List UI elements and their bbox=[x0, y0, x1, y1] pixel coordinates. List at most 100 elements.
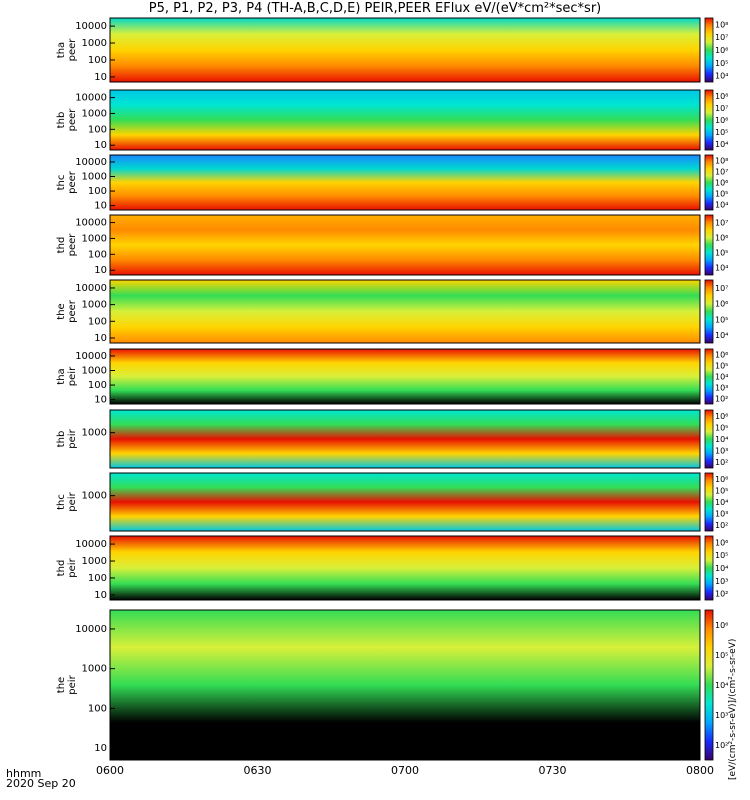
y-tick-label: 10000 bbox=[75, 539, 107, 550]
colorbar-tick-label: 10³ bbox=[715, 711, 728, 720]
colorbar-tick-label: 10⁵ bbox=[715, 249, 728, 258]
colorbar-tick-label: 10⁶ bbox=[715, 538, 728, 547]
colorbar-tick-label: 10² bbox=[715, 458, 728, 467]
y-tick-label: 100 bbox=[88, 124, 107, 135]
colorbar bbox=[704, 609, 714, 761]
colorbar-tick-label: 10⁴ bbox=[715, 498, 728, 507]
colorbar-tick-label: 10⁶ bbox=[715, 351, 728, 360]
heatmap-area bbox=[110, 215, 700, 275]
spectrogram-panel-the-peir: 10 100 1000 10000 the peir 10² 10³ 10⁴ 10⁵ 10⁶ bbox=[56, 609, 728, 761]
colorbar-tick-label: 10⁶ bbox=[715, 475, 728, 484]
y-tick-label: 10000 bbox=[75, 21, 107, 32]
y-tick-label: 1000 bbox=[82, 108, 107, 119]
y-axis-label-probe: thb bbox=[56, 431, 67, 448]
colorbar-tick-label: 10⁶ bbox=[715, 46, 728, 55]
spectrogram-panel-tha-peer: 10 100 1000 10000 tha peer 10⁴ 10⁵ 10⁶ 10⁷ 10⁸ bbox=[56, 17, 728, 83]
y-axis-label-product: peer bbox=[67, 299, 78, 323]
y-axis-label-probe: the bbox=[56, 303, 67, 319]
y-tick-label: 10000 bbox=[75, 157, 107, 168]
colorbar-tick-label: 10³ bbox=[715, 447, 728, 456]
y-axis-label-product: peer bbox=[67, 170, 78, 194]
spectrogram-panel-thd-peer: 10 100 1000 10000 thd peer 10⁴ 10⁵ 10⁶ 10⁷ bbox=[56, 214, 728, 276]
y-tick-label: 100 bbox=[88, 573, 107, 584]
x-axis-unit-label: hhmm bbox=[6, 767, 42, 780]
y-axis-label-probe: the bbox=[56, 677, 67, 693]
y-tick-label: 100 bbox=[88, 249, 107, 260]
y-tick-label: 1000 bbox=[82, 366, 107, 377]
colorbar-tick-label: 10⁵ bbox=[715, 486, 728, 495]
y-tick-label: 10000 bbox=[75, 624, 107, 635]
colorbar bbox=[704, 154, 714, 211]
y-tick-label: 1000 bbox=[82, 38, 107, 49]
y-tick-label: 10000 bbox=[75, 351, 107, 362]
spectrogram-panel-thb-peir: 1000 thb peir 10² 10³ 10⁴ 10⁵ 10⁶ bbox=[56, 409, 728, 469]
panel-frame bbox=[109, 472, 701, 532]
colorbar-tick-label: 10⁶ bbox=[715, 234, 728, 243]
colorbar-tick-label: 10⁷ bbox=[715, 219, 728, 228]
spectrogram-panel-tha-peir: 10 100 1000 10000 tha peir 10² 10³ 10⁴ 10⁵ 10⁶ bbox=[56, 348, 728, 406]
panel-frame bbox=[109, 89, 701, 151]
panel-frame bbox=[109, 214, 701, 276]
colorbar-tick-label: 10⁶ bbox=[715, 300, 728, 309]
panel-frame bbox=[109, 279, 701, 344]
colorbar-tick-label: 10⁸ bbox=[715, 20, 728, 29]
y-axis-label-probe: thb bbox=[56, 112, 67, 129]
colorbar-tick-label: 10⁴ bbox=[715, 140, 728, 149]
y-tick-label: 1000 bbox=[82, 428, 107, 439]
colorbar-tick-label: 10⁸ bbox=[715, 157, 728, 166]
colorbar-tick-label: 10⁴ bbox=[715, 331, 728, 340]
y-tick-label: 1000 bbox=[82, 556, 107, 567]
y-axis-label-probe: thd bbox=[56, 237, 67, 254]
colorbar-tick-label: 10⁵ bbox=[715, 362, 728, 371]
colorbar bbox=[704, 214, 714, 276]
y-tick-label: 10 bbox=[94, 395, 107, 406]
colorbar-tick-label: 10³ bbox=[715, 384, 728, 393]
y-tick-label: 1000 bbox=[82, 300, 107, 311]
chart-title: P5, P1, P2, P3, P4 (TH-A,B,C,D,E) PEIR,P… bbox=[148, 1, 602, 16]
y-axis-label-product: peer bbox=[67, 38, 78, 62]
colorbar-tick-label: 10⁶ bbox=[715, 412, 728, 421]
colorbar-tick-label: 10³ bbox=[715, 510, 728, 519]
y-axis-label-product: peir bbox=[67, 674, 78, 694]
y-tick-label: 100 bbox=[88, 186, 107, 197]
x-tick-label: 0730 bbox=[539, 764, 567, 777]
colorbar-tick-label: 10⁶ bbox=[715, 621, 728, 630]
heatmap-area bbox=[110, 280, 700, 343]
spectrogram-panel-thd-peir: 10 100 1000 10000 thd peir 10² 10³ 10⁴ 10⁵ 10⁶ bbox=[56, 535, 728, 601]
y-axis-label-probe: thc bbox=[56, 494, 67, 510]
heatmap-area bbox=[110, 349, 700, 404]
colorbar bbox=[704, 89, 714, 151]
colorbar bbox=[704, 409, 714, 469]
colorbar bbox=[704, 17, 714, 83]
colorbar-tick-label: 10⁵ bbox=[715, 128, 728, 137]
heatmap-area bbox=[110, 473, 700, 531]
x-tick-label: 0600 bbox=[96, 764, 124, 777]
colorbar-tick-label: 10² bbox=[715, 395, 728, 404]
y-tick-label: 100 bbox=[88, 55, 107, 66]
colorbar bbox=[704, 348, 714, 405]
y-axis-label-probe: thc bbox=[56, 175, 67, 191]
colorbar-tick-label: 10⁴ bbox=[715, 564, 728, 573]
y-tick-label: 10000 bbox=[75, 218, 107, 229]
colorbar-tick-label: 10⁴ bbox=[715, 264, 728, 273]
colorbar-tick-label: 10⁷ bbox=[715, 33, 728, 42]
y-tick-label: 1000 bbox=[82, 233, 107, 244]
colorbar-tick-label: 10⁸ bbox=[715, 92, 728, 101]
y-tick-label: 100 bbox=[88, 703, 107, 714]
spectrogram-panel-thc-peer: 10 100 1000 10000 thc peer 10⁴ 10⁵ 10⁶ 10⁷ 10⁸ bbox=[56, 154, 728, 212]
x-tick-label: 0630 bbox=[244, 764, 272, 777]
heatmap-area bbox=[110, 155, 700, 210]
y-tick-label: 10 bbox=[94, 743, 107, 754]
heatmap-area bbox=[110, 610, 700, 760]
panel-frame bbox=[109, 348, 701, 405]
colorbar-tick-label: 10⁵ bbox=[715, 551, 728, 560]
panel-frame bbox=[109, 154, 701, 211]
spectrogram-panel-thb-peer: 10 100 1000 10000 thb peer 10⁴ 10⁵ 10⁶ 10⁷ 10⁸ bbox=[56, 89, 728, 151]
spectrogram-panel-the-peer: 10 100 1000 10000 the peer 10⁴ 10⁵ 10⁶ 10⁷ bbox=[56, 279, 728, 344]
y-tick-label: 10 bbox=[94, 265, 107, 276]
x-tick-label: 0700 bbox=[391, 764, 419, 777]
y-axis-label-product: peir bbox=[67, 366, 78, 386]
y-tick-label: 1000 bbox=[82, 664, 107, 675]
colorbar bbox=[704, 472, 714, 532]
